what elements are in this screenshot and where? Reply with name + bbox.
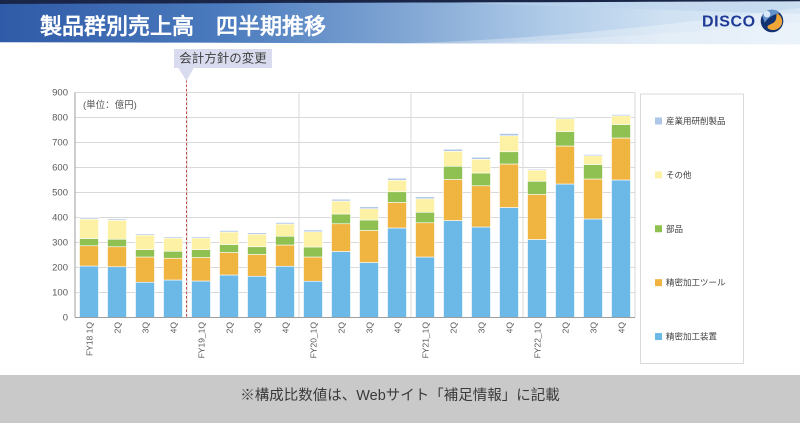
svg-text:400: 400 bbox=[52, 213, 68, 224]
svg-text:3Q: 3Q bbox=[477, 322, 487, 334]
svg-text:(単位：億円): (単位：億円) bbox=[83, 99, 137, 111]
svg-text:産業用研削製品: 産業用研削製品 bbox=[666, 116, 726, 126]
svg-text:部品: 部品 bbox=[666, 224, 683, 234]
svg-text:※構成比数値は、Webサイト「補足情報」に記載: ※構成比数値は、Webサイト「補足情報」に記載 bbox=[240, 387, 560, 404]
svg-text:4Q: 4Q bbox=[393, 322, 403, 334]
svg-text:3Q: 3Q bbox=[253, 322, 263, 334]
svg-text:FY20_1Q: FY20_1Q bbox=[309, 322, 319, 359]
svg-text:300: 300 bbox=[52, 238, 68, 249]
svg-text:FY22_1Q: FY22_1Q bbox=[533, 322, 543, 359]
svg-text:900: 900 bbox=[52, 88, 68, 99]
svg-text:600: 600 bbox=[52, 163, 68, 174]
svg-text:2Q: 2Q bbox=[113, 322, 123, 334]
svg-text:4Q: 4Q bbox=[505, 322, 515, 334]
svg-text:会計方針の変更: 会計方針の変更 bbox=[179, 51, 267, 66]
svg-text:0: 0 bbox=[63, 313, 68, 324]
svg-text:3Q: 3Q bbox=[141, 322, 151, 334]
svg-text:800: 800 bbox=[52, 113, 68, 124]
svg-text:4Q: 4Q bbox=[169, 322, 179, 334]
svg-text:200: 200 bbox=[52, 263, 68, 274]
svg-text:2Q: 2Q bbox=[337, 322, 347, 334]
svg-text:その他: その他 bbox=[666, 170, 692, 180]
svg-text:100: 100 bbox=[52, 288, 68, 299]
svg-text:4Q: 4Q bbox=[281, 322, 291, 334]
svg-text:4Q: 4Q bbox=[617, 322, 627, 334]
svg-text:FY19_1Q: FY19_1Q bbox=[197, 322, 207, 359]
svg-text:700: 700 bbox=[52, 138, 68, 149]
svg-text:2Q: 2Q bbox=[225, 322, 235, 334]
svg-text:3Q: 3Q bbox=[589, 322, 599, 334]
svg-text:2Q: 2Q bbox=[449, 322, 459, 334]
svg-text:2Q: 2Q bbox=[561, 322, 571, 334]
svg-text:精密加工装置: 精密加工装置 bbox=[666, 332, 718, 342]
svg-text:FY18 1Q: FY18 1Q bbox=[85, 322, 95, 356]
svg-text:DISCO: DISCO bbox=[702, 14, 756, 31]
svg-text:3Q: 3Q bbox=[365, 322, 375, 334]
svg-text:精密加工ツール: 精密加工ツール bbox=[666, 278, 726, 288]
svg-text:500: 500 bbox=[52, 188, 68, 199]
svg-text:製品群別売上高 四半期推移: 製品群別売上高 四半期推移 bbox=[39, 14, 326, 39]
svg-text:FY21_1Q: FY21_1Q bbox=[421, 322, 431, 359]
